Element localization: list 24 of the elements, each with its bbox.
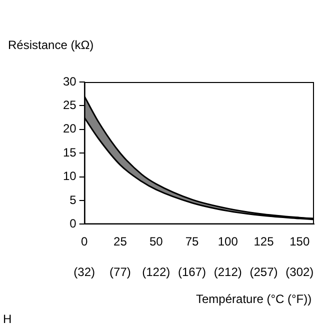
x-axis-title: Température (°C (°F)) (196, 292, 312, 306)
y-tick-label: 15 (62, 145, 77, 160)
y-tick-label: 5 (70, 192, 77, 207)
x2-tick-label: (302) (286, 265, 314, 280)
x2-tick-label: (167) (178, 265, 206, 280)
y-tick-label: 20 (62, 122, 77, 136)
x2-tick-label: (257) (250, 265, 278, 280)
x-tick-label: 100 (218, 234, 238, 249)
y-tick-label: 10 (62, 169, 77, 184)
x-tick-label: 0 (81, 234, 88, 249)
y-tick-label: 25 (62, 98, 77, 112)
text: H (3, 312, 12, 326)
x-tick-label: 75 (185, 234, 199, 249)
x-tick-label: 150 (290, 234, 310, 249)
x2-tick-label: (212) (214, 265, 242, 280)
y-tick-label: 30 (62, 74, 77, 88)
x2-tick-label: (77) (110, 265, 131, 280)
x2-tick-label: (122) (142, 265, 170, 280)
x-tick-label: 25 (114, 234, 128, 249)
y-tick-label: 0 (70, 216, 77, 231)
y-axis-title: Résistance (kΩ) (8, 38, 94, 52)
x2-tick-label: (32) (74, 265, 96, 280)
x-tick-label: 50 (149, 234, 164, 249)
x-tick-label: 125 (254, 234, 274, 249)
